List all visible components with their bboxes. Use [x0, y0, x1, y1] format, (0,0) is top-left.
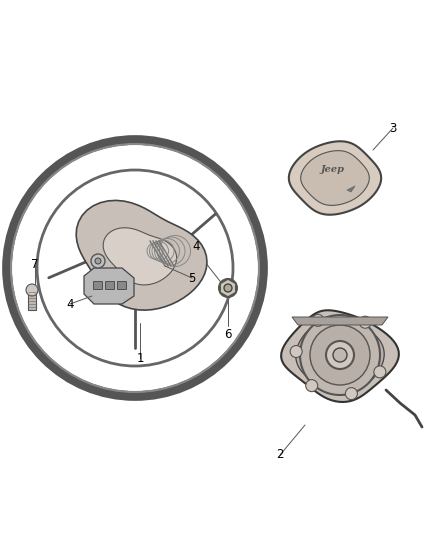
Circle shape — [91, 254, 105, 268]
Circle shape — [346, 387, 357, 400]
Circle shape — [290, 345, 302, 358]
Circle shape — [26, 284, 38, 296]
Text: 5: 5 — [188, 271, 196, 285]
Circle shape — [359, 316, 371, 328]
Polygon shape — [301, 151, 369, 205]
Polygon shape — [76, 200, 207, 310]
Polygon shape — [103, 228, 177, 285]
Text: 1: 1 — [136, 351, 144, 365]
Text: 2: 2 — [276, 448, 284, 462]
Polygon shape — [347, 186, 355, 192]
Circle shape — [310, 325, 370, 385]
Circle shape — [306, 379, 318, 392]
Circle shape — [326, 341, 354, 369]
Circle shape — [312, 314, 324, 326]
Text: 4: 4 — [192, 239, 200, 253]
Polygon shape — [84, 268, 134, 304]
Text: 6: 6 — [224, 327, 232, 341]
Circle shape — [95, 258, 101, 264]
Bar — [93, 281, 102, 289]
Polygon shape — [220, 279, 236, 297]
Circle shape — [224, 284, 232, 292]
Polygon shape — [289, 141, 381, 215]
Bar — [105, 281, 114, 289]
Bar — [28, 290, 36, 310]
Circle shape — [300, 315, 380, 395]
Polygon shape — [292, 317, 388, 325]
Text: 7: 7 — [31, 259, 39, 271]
Text: 4: 4 — [66, 297, 74, 311]
Circle shape — [219, 279, 237, 297]
Polygon shape — [281, 310, 399, 402]
Circle shape — [374, 366, 386, 378]
Circle shape — [333, 348, 347, 362]
Bar — [117, 281, 126, 289]
Text: 3: 3 — [389, 122, 397, 134]
Polygon shape — [296, 318, 384, 392]
Text: Jeep: Jeep — [321, 166, 345, 174]
